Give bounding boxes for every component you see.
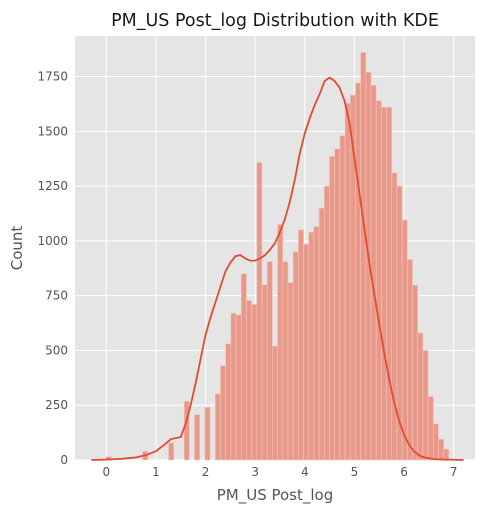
histogram-bar	[282, 261, 289, 461]
histogram-bar	[225, 343, 232, 461]
histogram-bar	[220, 365, 226, 461]
histogram-bar	[329, 156, 335, 461]
histogram-bar	[360, 52, 367, 461]
y-tick-label: 500	[45, 343, 68, 357]
histogram-bar	[256, 162, 263, 461]
histogram-bar	[386, 106, 393, 461]
histogram-bar	[194, 414, 201, 461]
histogram-bar	[230, 312, 237, 461]
histogram-bar	[375, 100, 382, 461]
x-tick-label: 6	[400, 465, 408, 479]
histogram-bar	[344, 102, 351, 461]
y-tick-label: 1250	[37, 179, 68, 193]
x-tick-label: 5	[351, 465, 359, 479]
histogram-bar	[204, 407, 211, 461]
histogram-bar	[381, 106, 387, 461]
y-tick-label: 250	[45, 398, 68, 412]
histogram-bar	[433, 423, 439, 461]
y-tick-label: 0	[60, 453, 68, 467]
x-tick-label: 2	[202, 465, 210, 479]
histogram-bars	[105, 52, 450, 461]
x-tick-label: 4	[301, 465, 309, 479]
x-axis-label: PM_US Post_log	[217, 486, 334, 505]
histogram-bar	[235, 314, 242, 461]
histogram-bar	[292, 251, 299, 461]
histogram-bar	[287, 282, 294, 461]
chart-title: PM_US Post_log Distribution with KDE	[111, 11, 439, 31]
histogram-bar	[422, 350, 429, 461]
histogram-bar	[427, 396, 434, 461]
y-tick-labels: 0 250 500 750 1000 1250 1500 1750	[37, 70, 68, 467]
histogram-bar	[412, 284, 419, 461]
histogram-bar	[438, 438, 444, 461]
y-axis-label: Count	[8, 226, 26, 271]
y-tick-label: 1750	[37, 70, 68, 84]
histogram-bar	[266, 261, 273, 461]
y-tick-label: 1500	[37, 124, 68, 138]
histogram-bar	[308, 231, 315, 461]
y-tick-label: 1000	[37, 234, 68, 248]
histogram-bar	[272, 345, 278, 461]
histogram-bar	[246, 300, 252, 461]
histogram-bar	[417, 332, 424, 461]
histogram-bar	[318, 207, 325, 461]
histogram-bar	[298, 229, 304, 461]
y-tick-label: 750	[45, 289, 68, 303]
x-tick-label: 3	[251, 465, 259, 479]
histogram-bar	[401, 219, 408, 461]
histogram-bar	[334, 148, 341, 461]
x-tick-label: 0	[102, 465, 110, 479]
histogram-bar	[214, 393, 221, 461]
histogram-bar	[313, 226, 320, 461]
histogram-bar	[168, 442, 175, 461]
x-tick-label: 7	[450, 465, 458, 479]
histogram-bar	[277, 224, 284, 461]
kde-curve	[91, 76, 464, 461]
histogram-bar	[391, 172, 398, 461]
histogram-bar	[240, 273, 247, 461]
histogram-bar	[251, 304, 258, 461]
histogram-bar	[261, 284, 268, 461]
histogram-bar	[443, 448, 450, 461]
histogram-bar	[407, 259, 413, 461]
x-tick-label: 1	[152, 465, 160, 479]
x-tick-labels: 0 1 2 3 4 5 6 7	[102, 465, 457, 479]
histogram-bar	[183, 400, 190, 461]
histogram-bar	[339, 135, 346, 461]
histogram-bar	[355, 82, 361, 461]
histogram-bar	[303, 243, 310, 461]
histogram-bar	[323, 185, 330, 461]
